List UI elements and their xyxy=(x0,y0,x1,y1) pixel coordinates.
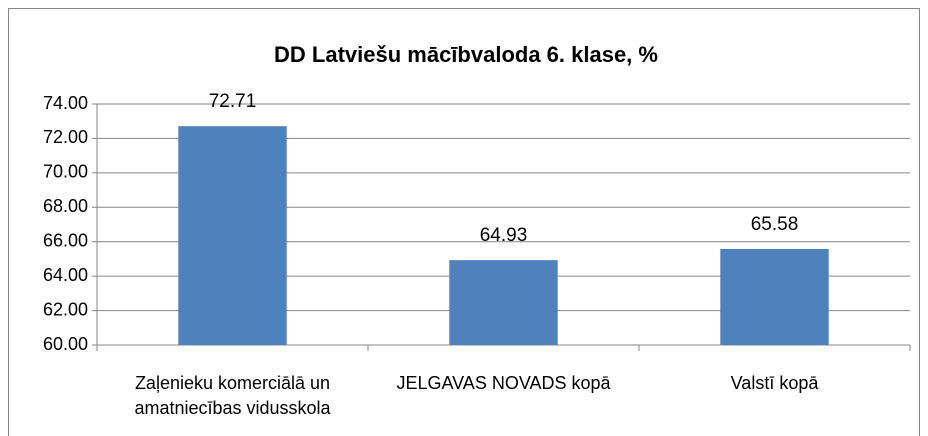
value-label: 64.93 xyxy=(480,225,528,246)
y-tick-label: 70.00 xyxy=(43,162,88,182)
bar xyxy=(178,126,287,346)
y-tick-label: 72.00 xyxy=(43,127,88,147)
bar xyxy=(449,260,558,345)
value-label: 72.71 xyxy=(209,91,257,112)
x-tick-label: Valstī kopā xyxy=(730,373,819,393)
y-tick-label: 66.00 xyxy=(43,230,88,250)
bar xyxy=(720,248,829,345)
chart-frame xyxy=(8,8,920,436)
x-tick-label: Zaļenieku komerciālā un amatniecības vid… xyxy=(134,373,331,418)
x-tick-label: JELGAVAS NOVADS kopā xyxy=(396,373,611,393)
y-tick-label: 74.00 xyxy=(43,93,88,113)
y-tick-label: 62.00 xyxy=(43,299,88,319)
chart-title: DD Latviešu mācībvaloda 6. klase, % xyxy=(274,42,658,67)
y-tick-label: 60.00 xyxy=(43,334,88,354)
y-tick-label: 64.00 xyxy=(43,265,88,285)
y-tick-label: 68.00 xyxy=(43,196,88,216)
value-label: 65.58 xyxy=(751,214,799,235)
